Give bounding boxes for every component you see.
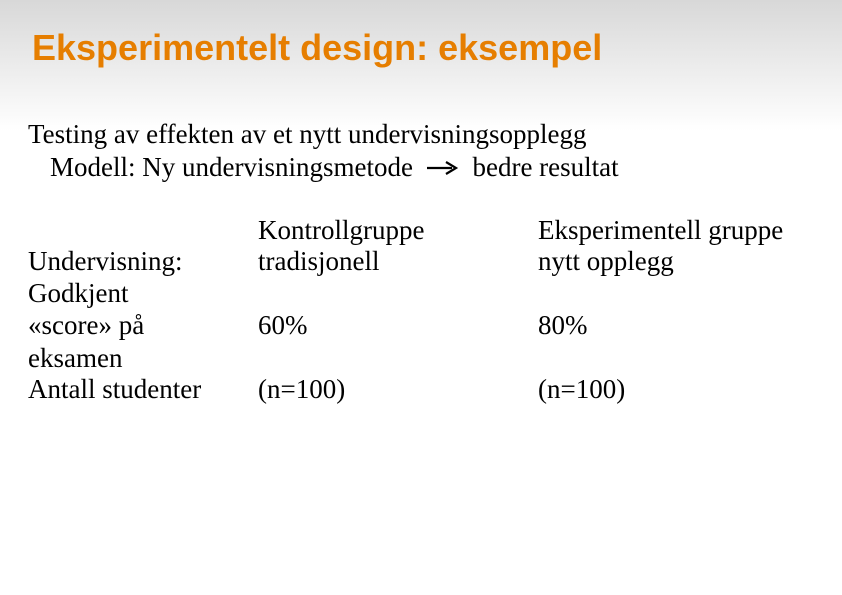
page-title: Eksperimentelt design: eksempel (32, 28, 814, 68)
row-score-label: Godkjent «score» på eksamen (28, 277, 258, 374)
table-row: Undervisning: tradisjonell nytt opplegg (28, 246, 814, 277)
row-n-control: (n=100) (258, 374, 538, 405)
row-score-exp: 80% (538, 277, 814, 374)
table-row: Antall studenter (n=100) (n=100) (28, 374, 814, 405)
comparison-table: Kontrollgruppe Eksperimentell gruppe Und… (28, 215, 814, 405)
arrow-right-icon (426, 161, 460, 175)
intro-model-right: bedre resultat (472, 152, 618, 182)
row-score-control: 60% (258, 277, 538, 374)
row-teaching-exp: nytt opplegg (538, 246, 814, 277)
slide: Eksperimentelt design: eksempel Testing … (0, 0, 842, 595)
table-header-experimental: Eksperimentell gruppe (538, 215, 814, 246)
table-header-row: Kontrollgruppe Eksperimentell gruppe (28, 215, 814, 246)
intro-model-left: Modell: Ny undervisningsmetode (50, 152, 413, 182)
table-header-empty (28, 215, 258, 246)
row-teaching-control: tradisjonell (258, 246, 538, 277)
row-n-exp: (n=100) (538, 374, 814, 405)
intro-line-1: Testing av effekten av et nytt undervisn… (28, 118, 814, 152)
intro-block: Testing av effekten av et nytt undervisn… (28, 118, 814, 186)
table-header-control: Kontrollgruppe (258, 215, 538, 246)
row-score-label-l2: «score» på (28, 310, 144, 340)
row-teaching-label: Undervisning: (28, 246, 258, 277)
row-score-label-l3: eksamen (28, 343, 122, 373)
table-row: Godkjent «score» på eksamen 60% 80% (28, 277, 814, 374)
intro-line-2: Modell: Ny undervisningsmetode bedre res… (28, 151, 814, 185)
row-n-label: Antall studenter (28, 374, 258, 405)
row-score-label-l1: Godkjent (28, 278, 129, 308)
